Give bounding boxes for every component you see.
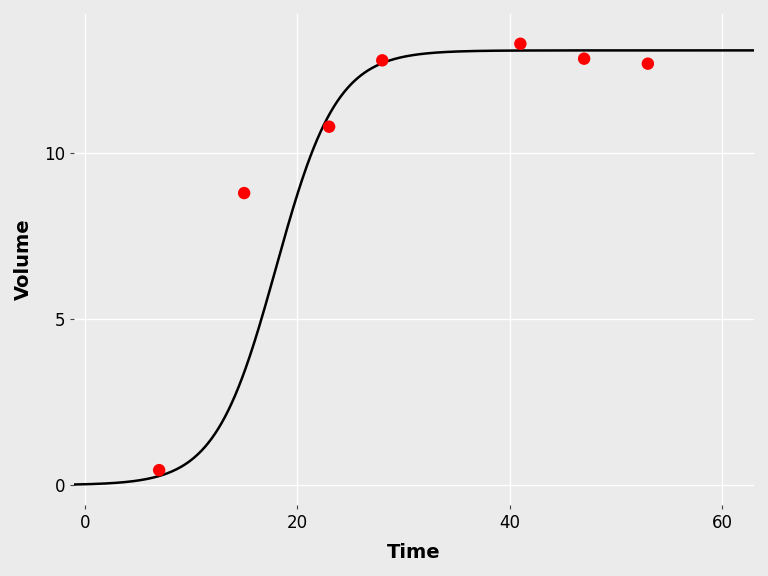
Point (153, 465, 165, 475)
Point (578, 54, 591, 63)
Point (376, 56, 389, 65)
Point (323, 122, 336, 131)
Point (238, 188, 250, 198)
Y-axis label: Volume: Volume (14, 219, 33, 300)
Point (642, 59, 654, 69)
X-axis label: Time: Time (387, 543, 441, 562)
Point (515, 39, 527, 48)
